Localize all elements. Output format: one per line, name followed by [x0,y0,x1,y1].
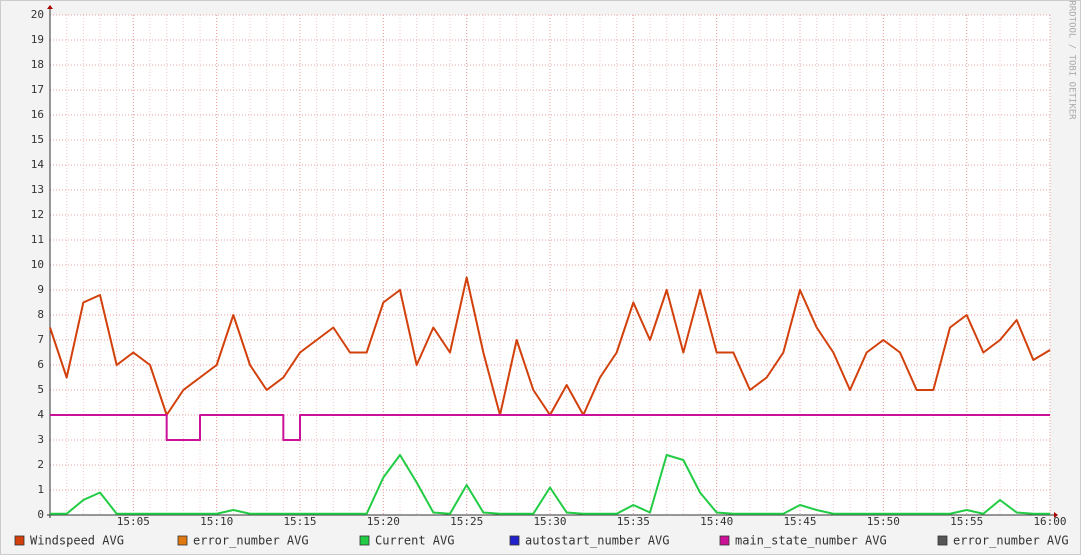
legend-label: error_number AVG [193,534,309,548]
x-tick-label: 15:15 [283,515,316,528]
x-tick-label: 15:20 [367,515,400,528]
x-tick-label: 15:50 [867,515,900,528]
x-tick-label: 15:25 [450,515,483,528]
x-tick-label: 15:10 [200,515,233,528]
x-tick-label: 15:35 [617,515,650,528]
y-tick-label: 5 [37,383,44,396]
y-tick-label: 19 [31,33,44,46]
y-tick-label: 11 [31,233,44,246]
y-tick-label: 10 [31,258,44,271]
legend-swatch [937,535,948,546]
axis-arrow [1054,512,1058,518]
y-tick-label: 6 [37,358,44,371]
legend-swatch [509,535,520,546]
x-tick-label: 15:40 [700,515,733,528]
y-tick-label: 0 [37,508,44,521]
x-tick-label: 15:45 [783,515,816,528]
y-tick-label: 16 [31,108,44,121]
y-tick-label: 15 [31,133,44,146]
axis-arrow [47,5,53,9]
y-tick-label: 13 [31,183,44,196]
legend-swatch [359,535,370,546]
legend-label: Windspeed AVG [30,534,124,548]
legend-label: Current AVG [375,534,454,548]
legend-label: autostart_number AVG [525,534,670,548]
y-tick-label: 18 [31,58,44,71]
y-tick-label: 3 [37,433,44,446]
legend-label: main_state_number AVG [735,534,887,548]
x-tick-label: 15:30 [533,515,566,528]
legend-swatch [719,535,730,546]
y-tick-label: 8 [37,308,44,321]
y-tick-label: 20 [31,8,44,21]
y-tick-label: 9 [37,283,44,296]
y-tick-label: 12 [31,208,44,221]
legend-label: error_number AVG [953,534,1069,548]
y-tick-label: 2 [37,458,44,471]
legend-swatch [177,535,188,546]
legend-swatch [14,535,25,546]
x-tick-label: 15:05 [117,515,150,528]
series-line [50,454,1050,515]
watermark: RRDTOOL / TOBI OETIKER [1067,0,1077,120]
y-tick-label: 14 [31,158,45,171]
y-tick-label: 17 [31,83,44,96]
y-tick-label: 1 [37,483,44,496]
y-tick-label: 4 [37,408,44,421]
x-tick-label: 15:55 [950,515,983,528]
series-line [50,414,1050,441]
y-tick-label: 7 [37,333,44,346]
x-tick-label: 16:00 [1033,515,1066,528]
